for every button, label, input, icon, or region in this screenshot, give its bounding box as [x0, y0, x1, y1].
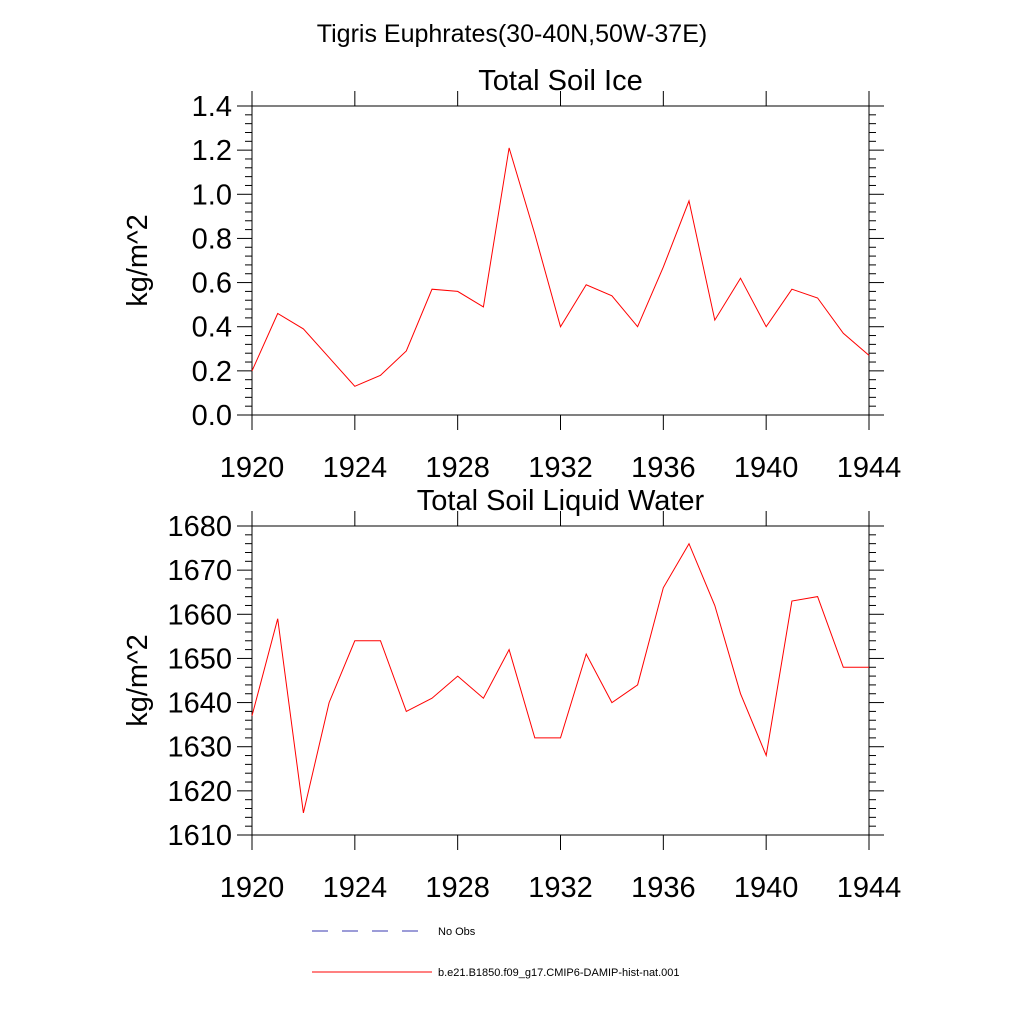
- y-tick-label: 1.2: [192, 135, 232, 167]
- x-tick-label: 1936: [631, 452, 696, 484]
- legend-label-model: b.e21.B1850.f09_g17.CMIP6-DAMIP-hist-nat…: [438, 967, 680, 979]
- x-tick-label: 1936: [631, 872, 696, 904]
- x-tick-label: 1940: [734, 872, 799, 904]
- y-tick-label: 1.0: [192, 179, 232, 211]
- y-tick-label: 0.6: [192, 268, 232, 300]
- y-tick-label: 1680: [167, 511, 232, 543]
- x-tick-label: 1920: [220, 452, 285, 484]
- y-tick-label: 1670: [167, 555, 232, 587]
- y-tick-label: 1.4: [192, 91, 232, 123]
- x-tick-label: 1928: [425, 452, 490, 484]
- x-tick-label: 1940: [734, 452, 799, 484]
- y-tick-label: 1660: [167, 599, 232, 631]
- x-tick-label: 1944: [837, 872, 902, 904]
- x-tick-label: 1924: [323, 872, 388, 904]
- plot-frame: [251, 525, 870, 836]
- series-line-0: [251, 542, 869, 814]
- x-tick-label: 1928: [425, 872, 490, 904]
- y-tick-label: 1650: [167, 643, 232, 675]
- legend: No Obs b.e21.B1850.f09_g17.CMIP6-DAMIP-h…: [312, 926, 680, 979]
- x-tick-label: 1932: [528, 452, 593, 484]
- y-tick-label: 1640: [167, 688, 232, 720]
- y-tick-label: 1630: [167, 732, 232, 764]
- x-tick-label: 1932: [528, 872, 593, 904]
- plot-frame: [251, 105, 870, 416]
- y-axis-label: kg/m^2: [122, 214, 154, 307]
- y-tick-label: 1620: [167, 776, 232, 808]
- series-line-0: [251, 147, 870, 387]
- y-tick-label: 0.4: [192, 312, 232, 344]
- legend-label-no-obs: No Obs: [438, 926, 476, 938]
- y-tick-label: 1610: [167, 820, 232, 852]
- x-tick-label: 1924: [323, 452, 388, 484]
- y-axis-label: kg/m^2: [122, 634, 154, 727]
- y-tick-label: 0.0: [192, 400, 232, 432]
- y-tick-label: 0.2: [192, 356, 232, 388]
- x-tick-label: 1944: [837, 452, 902, 484]
- x-tick-label: 1920: [220, 872, 285, 904]
- figure-title: Tigris Euphrates(30-40N,50W-37E): [317, 20, 707, 48]
- y-tick-label: 0.8: [192, 223, 232, 255]
